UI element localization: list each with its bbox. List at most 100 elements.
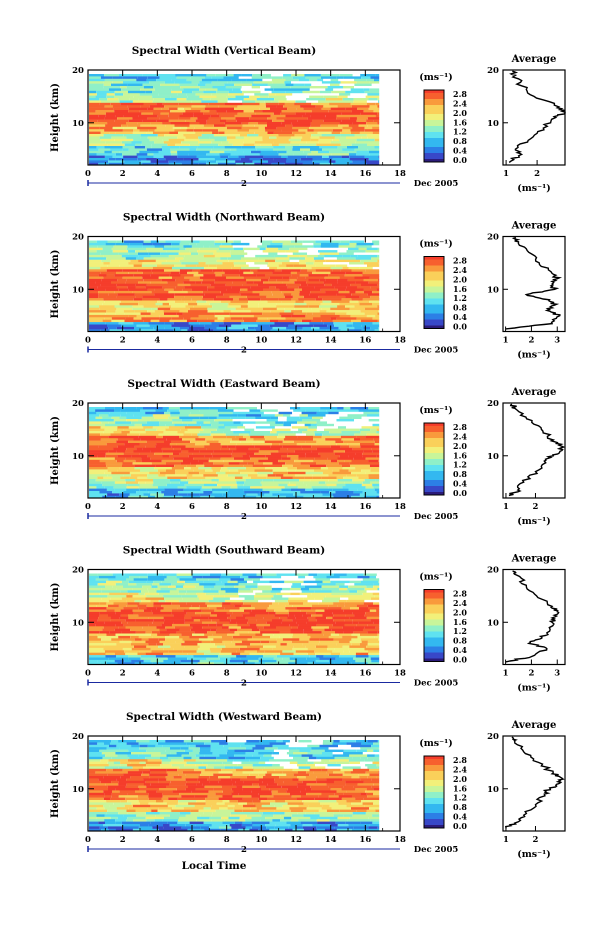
colorbar-label: 1.6 [453,783,467,793]
average-y-tick-label: 20 [487,566,499,576]
colorbar-label: 2.0 [453,108,467,118]
x-tick-label: 2 [120,336,126,346]
colorbar-band [424,90,444,94]
colorbar-band [424,129,444,133]
colorbar-band [424,646,444,650]
colorbar-band [424,765,444,769]
colorbar: (ms⁻¹)2.82.42.01.61.20.80.40.0 [419,738,467,831]
colorbar-label: 2.8 [453,422,467,432]
colorbar-band [424,771,444,775]
average-frame [502,235,566,333]
colorbar-band [424,813,444,817]
y-tick-label: 20 [72,399,84,409]
colorbar-band [424,459,444,463]
colorbar-band [424,777,444,781]
colorbar-label: 2.4 [453,764,467,774]
colorbar-unit: (ms⁻¹) [419,239,453,250]
average-x-tick-label: 3 [554,669,560,679]
colorbar-band [424,768,444,772]
colorbar-band [424,93,444,97]
colorbar-band [424,141,444,145]
colorbar-band [424,816,444,820]
average-unit: (ms⁻¹) [517,350,551,361]
colorbar-band [424,453,444,457]
colorbar-band [424,265,444,269]
y-axis-label: Height (km) [50,583,61,652]
colorbar-band [424,429,444,433]
average-y-tick-label: 10 [487,285,499,295]
average-line [508,70,566,163]
colorbar-band [424,804,444,808]
x-tick-label: 8 [224,669,230,679]
average-line [508,403,566,497]
panel-title: Spectral Width (Westward Beam) [126,711,322,723]
colorbar-band [424,307,444,311]
colorbar-label: 0.0 [453,155,467,165]
colorbar-label: 2.4 [453,265,467,275]
colorbar-label: 2.4 [453,598,467,608]
x-tick-label: 0 [85,502,91,512]
colorbar-band [424,483,444,487]
colorbar-band [424,774,444,778]
colorbar-label: 1.6 [453,617,467,627]
x-axis-label: Local Time [182,860,247,872]
x-tick-label: 8 [224,502,230,512]
x-tick-label: 10 [255,502,267,512]
colorbar-band [424,280,444,284]
colorbar-label: 2.0 [453,274,467,284]
colorbar-band [424,655,444,659]
colorbar-label: 0.8 [453,636,467,646]
average-profile: Average 1 2 3 10 20 (ms⁻¹) [487,221,566,361]
x-tick-label: 10 [255,336,267,346]
colorbar-label: 0.4 [453,645,467,655]
colorbar-band [424,150,444,154]
colorbar-label: 1.6 [453,117,467,127]
colorbar-label: 2.8 [453,256,467,266]
colorbar-unit: (ms⁻¹) [419,572,453,583]
x-tick-label: 2 [120,669,126,679]
panel-southward: Spectral Width (Southward Beam)0 2 4 6 8 10 12… [50,545,566,694]
average-x-tick-label: 1 [503,835,509,845]
colorbar-band [424,322,444,326]
colorbar-band [424,435,444,439]
heatmap [89,573,380,665]
colorbar-band [424,786,444,790]
colorbar-band [424,123,444,127]
y-axis-label: Height (km) [50,749,61,818]
average-profile: Average 1 2 10 20 (ms⁻¹) [487,54,566,194]
colorbar-label: 1.2 [453,460,467,470]
panel-title: Spectral Width (Northward Beam) [123,212,325,224]
colorbar-label: 0.4 [453,479,467,489]
colorbar: (ms⁻¹)2.82.42.01.61.20.80.40.0 [419,405,467,498]
colorbar-band [424,622,444,626]
colorbar-band [424,762,444,766]
x-tick-label: 12 [290,169,302,179]
colorbar-band [424,271,444,275]
colorbar-frame [423,422,445,496]
y-axis-label: Height (km) [50,250,61,319]
colorbar-band [424,474,444,478]
colorbar-band [424,637,444,641]
colorbar-label: 2.8 [453,755,467,765]
colorbar-band [424,819,444,823]
day-marker-label: 2 [241,512,247,522]
colorbar-band [424,108,444,112]
colorbar-band [424,456,444,460]
average-title: Average [511,54,557,65]
x-tick-label: 6 [189,502,195,512]
colorbar-band [424,601,444,605]
colorbar-label: 2.4 [453,98,467,108]
colorbar-band [424,807,444,811]
average-y-tick-label: 10 [487,785,499,795]
colorbar-label: 0.4 [453,812,467,822]
average-y-tick-label: 10 [487,119,499,129]
colorbar-band [424,492,444,496]
average-y-tick-label: 20 [487,732,499,742]
colorbar-band [424,489,444,493]
colorbar-frame [423,589,445,662]
y-tick-label: 20 [72,233,84,243]
colorbar-label: 2.0 [453,774,467,784]
x-tick-label: 2 [120,169,126,179]
colorbar-band [424,756,444,760]
y-tick-label: 20 [72,66,84,76]
